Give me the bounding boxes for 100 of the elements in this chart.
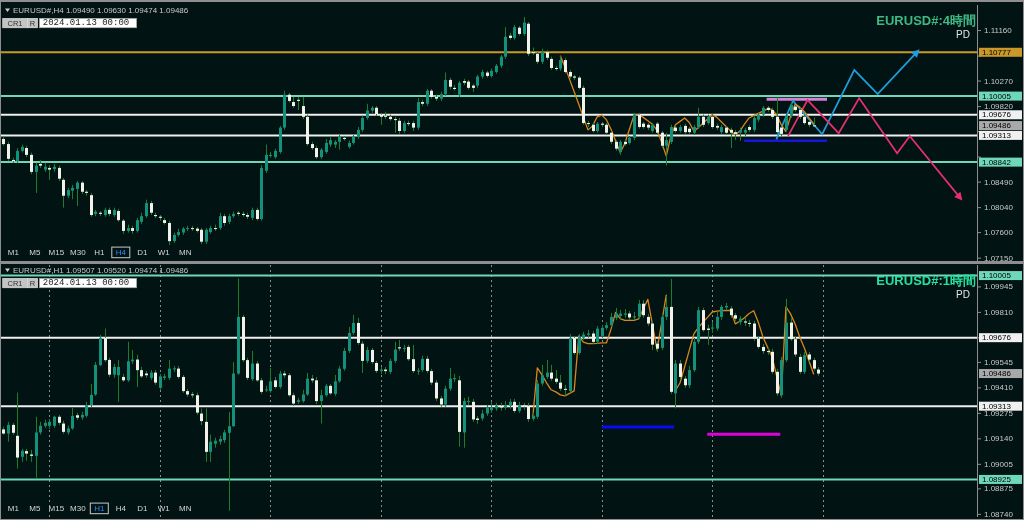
candlestick (523, 16, 526, 37)
annotation: EURUSD#,H1 1.09507 1.09520 1.09474 1.09486 (13, 265, 189, 275)
candlestick (449, 367, 452, 392)
candlestick (348, 326, 351, 354)
date-field: 2024.01.13 00:00 (39, 18, 137, 29)
y-tick-label: 1.09140 (984, 434, 1014, 444)
annotation: M5 (29, 503, 41, 513)
text: EURUSD#:1時間 (876, 273, 976, 289)
ref-line-label: 1.08925 (982, 474, 1012, 484)
candlestick (679, 359, 682, 381)
line-series (559, 55, 815, 157)
candlestick (803, 351, 806, 375)
y-tick-label: 1.07600 (984, 228, 1014, 238)
ref-line-label: 1.10777 (982, 47, 1012, 57)
candlestick (168, 359, 171, 381)
y-tick-label: 1.08740 (984, 509, 1014, 519)
y-tick-label: 1.08490 (984, 177, 1014, 187)
candlestick (209, 434, 212, 463)
ref-line-label: 1.09313 (982, 401, 1012, 411)
candlestick (444, 385, 447, 408)
candlestick (306, 372, 309, 397)
annotation: M5 (29, 247, 41, 257)
candlestick (136, 354, 139, 388)
candlestick (361, 340, 364, 374)
candlestick (246, 357, 249, 381)
candlestick (665, 132, 668, 167)
annotation: W1 (157, 247, 171, 257)
candlestick (269, 367, 272, 394)
annotation: D1 (137, 247, 148, 257)
y-tick-label: 1.08875 (984, 484, 1014, 494)
candlestick (352, 314, 355, 336)
y-tick-label: 1.09410 (984, 383, 1014, 393)
annotation: M30 (70, 503, 87, 513)
ref-line-label: 1.09676 (982, 333, 1012, 343)
candlestick (444, 72, 447, 97)
candlestick (228, 411, 231, 512)
annotation: M30 (70, 247, 87, 257)
candlestick (90, 192, 93, 218)
candlestick (168, 220, 171, 246)
y-tick-label: 1.09820 (984, 102, 1014, 112)
candlestick (578, 333, 581, 356)
ref-line-label: 1.09676 (982, 110, 1012, 120)
candlestick (108, 357, 111, 378)
candlestick (716, 311, 719, 332)
candlestick (35, 162, 38, 194)
candlestick (334, 374, 337, 397)
candlestick (90, 383, 93, 408)
y-tick-label: 1.09945 (984, 282, 1014, 292)
annotation: MN (179, 247, 192, 257)
candlestick (776, 368, 779, 397)
annotation: H4 (115, 503, 127, 513)
annotation: W1 (157, 503, 171, 513)
candlestick (297, 96, 300, 111)
candlestick (670, 124, 673, 145)
text: 1.09486 (982, 121, 1012, 131)
candlestick (7, 141, 10, 162)
candlestick (633, 112, 636, 141)
y-tick-label: 1.09810 (984, 307, 1014, 317)
candlestick (435, 379, 438, 402)
candlestick (785, 113, 788, 133)
ref-line-label: 1.08842 (982, 157, 1012, 167)
candlestick (256, 360, 259, 383)
candlestick (343, 347, 346, 372)
candlestick (702, 307, 705, 333)
candlestick (697, 107, 700, 130)
candlestick (265, 144, 268, 174)
candlestick (127, 341, 130, 383)
candlestick (688, 365, 691, 389)
candlestick (412, 344, 415, 374)
candlestick (771, 348, 774, 375)
candlestick (76, 180, 79, 207)
text: PD (956, 28, 970, 40)
candlestick (799, 353, 802, 375)
ref-line-label: 1.10005 (982, 91, 1012, 101)
candlestick (117, 359, 120, 403)
ref-line-label: 1.09313 (982, 130, 1012, 140)
annotation: H4 (115, 247, 127, 257)
candlestick (7, 421, 10, 443)
candlestick (71, 407, 74, 431)
candlestick (62, 177, 65, 209)
annotation: M15 (48, 503, 65, 513)
date-field: 2024.01.13 00:00 (39, 278, 137, 289)
candlestick (638, 299, 641, 320)
annotation: EURUSD#,H4 1.09490 1.09630 1.09474 1.09486 (13, 5, 189, 15)
candlestick (288, 372, 291, 398)
annotation: M15 (48, 247, 65, 257)
y-tick-label: 1.09005 (984, 459, 1014, 469)
candlestick (394, 341, 397, 364)
candlestick (35, 416, 38, 479)
candlestick (504, 26, 507, 60)
annotation: MN (179, 503, 192, 513)
candlestick (145, 199, 148, 219)
candlestick (546, 359, 549, 380)
candlestick (564, 384, 567, 397)
annotation: M1 (7, 247, 20, 257)
y-tick-label: 1.08040 (984, 203, 1014, 213)
candlestick (251, 350, 254, 382)
ref-line-label: 1.10005 (982, 271, 1012, 281)
y-tick-label: 1.11160 (984, 26, 1013, 36)
annotation: M1 (7, 503, 20, 513)
